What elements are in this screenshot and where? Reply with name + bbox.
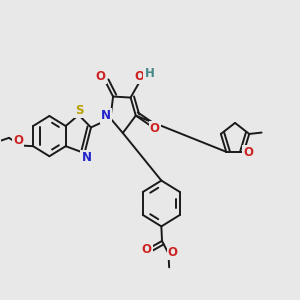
Text: O: O [150, 122, 160, 135]
Text: O: O [13, 134, 23, 147]
Text: O: O [134, 70, 144, 83]
Text: O: O [243, 146, 253, 159]
Text: N: N [101, 110, 111, 122]
Text: O: O [142, 243, 152, 256]
Text: N: N [82, 151, 92, 164]
Text: S: S [75, 103, 84, 117]
Text: O: O [168, 246, 178, 259]
Text: O: O [96, 70, 106, 83]
Text: H: H [145, 68, 154, 80]
